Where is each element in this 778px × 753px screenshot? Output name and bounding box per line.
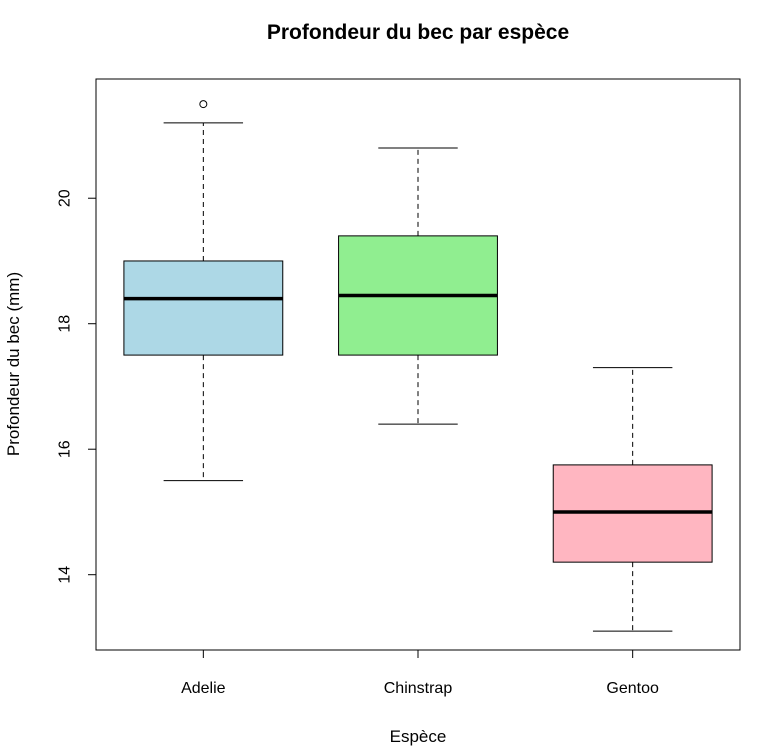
y-axis: 14 16 18 20: [57, 189, 97, 584]
y-tick-label: 14: [57, 566, 74, 584]
x-tick-label: Adelie: [181, 680, 226, 697]
y-tick-label: 16: [57, 440, 74, 458]
box-series: [123, 100, 713, 632]
x-axis: Adelie Chinstrap Gentoo: [181, 649, 659, 697]
box-chinstrap: [338, 147, 498, 425]
outlier-point: [199, 100, 208, 109]
y-tick-label: 20: [57, 189, 74, 207]
y-tick-label: 18: [57, 315, 74, 333]
y-axis-label: Profondeur du bec (mm): [4, 272, 23, 456]
x-tick-label: Gentoo: [606, 680, 659, 697]
x-tick-label: Chinstrap: [384, 680, 453, 697]
chart-title: Profondeur du bec par espèce: [267, 21, 569, 44]
box-adelie: [123, 100, 284, 482]
iqr-box: [123, 260, 284, 356]
box-gentoo: [552, 367, 713, 632]
x-axis-label: Espèce: [390, 727, 447, 746]
